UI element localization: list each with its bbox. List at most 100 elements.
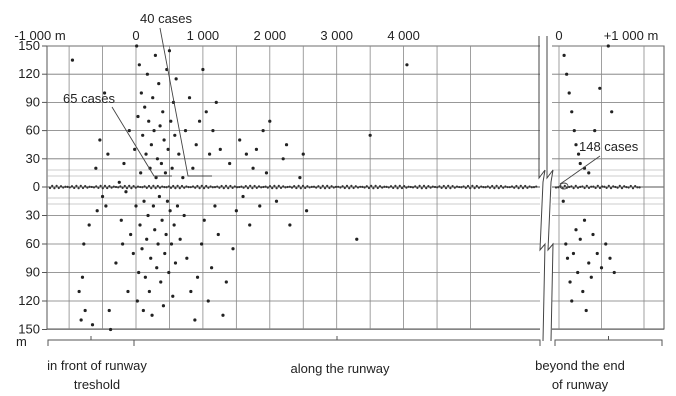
centreline-point: [502, 186, 505, 189]
centreline-point: [260, 186, 263, 189]
centreline-point: [48, 186, 52, 190]
centreline-point-end: [592, 185, 595, 188]
centreline-point: [370, 184, 373, 187]
data-point-end: [595, 251, 599, 256]
data-point: [244, 152, 248, 156]
centreline-point-end: [625, 186, 628, 189]
data-point: [264, 171, 269, 175]
centreline-point: [299, 187, 302, 190]
data-point: [241, 194, 245, 199]
data-point: [251, 166, 255, 170]
centreline-point-end: [638, 186, 641, 189]
centreline-point-end: [574, 184, 577, 187]
data-point: [153, 53, 158, 58]
centreline-point: [444, 187, 448, 190]
region-label-beyond-line2: of runway: [551, 377, 609, 392]
centreline-point: [433, 185, 437, 189]
centreline-point: [420, 187, 423, 190]
centreline-point: [535, 185, 538, 188]
data-point: [201, 67, 205, 72]
centreline-point: [453, 186, 456, 189]
data-point: [159, 161, 164, 166]
centreline-point: [499, 184, 503, 188]
data-point: [147, 289, 151, 294]
centreline-point: [77, 187, 80, 190]
centreline-point: [79, 184, 82, 187]
data-point: [193, 318, 197, 322]
centreline-point: [264, 185, 267, 188]
data-point: [228, 161, 232, 166]
centreline-point: [121, 186, 124, 189]
centreline-point: [218, 186, 221, 189]
centreline-point: [447, 184, 450, 187]
centreline-point: [515, 184, 518, 188]
centreline-point: [147, 184, 151, 188]
data-point-end: [562, 53, 566, 58]
centreline-point: [244, 184, 247, 188]
centreline-point: [407, 185, 410, 188]
data-point: [181, 176, 185, 180]
cluster-148-cases: [559, 182, 569, 190]
data-point: [204, 110, 208, 114]
centreline-point: [134, 186, 137, 189]
x-tick-label-end: 0: [555, 28, 562, 43]
centreline-point: [513, 186, 516, 189]
centreline-point: [154, 187, 157, 190]
data-point: [298, 176, 302, 180]
data-point: [146, 213, 150, 218]
centreline-point: [112, 185, 115, 188]
centreline-point: [178, 187, 181, 190]
data-point: [145, 237, 149, 241]
data-point-end: [589, 275, 593, 279]
centreline-point: [183, 186, 186, 189]
centreline-point: [440, 186, 443, 189]
data-point-end: [574, 228, 578, 232]
data-point: [158, 124, 162, 128]
centreline-point: [477, 186, 481, 189]
centreline-point: [141, 186, 144, 189]
centreline-point: [123, 184, 126, 188]
centreline-point: [205, 184, 208, 188]
data-point: [127, 129, 131, 133]
centreline-point-end: [554, 186, 558, 189]
centreline-point-end: [605, 186, 608, 189]
centreline-point: [506, 186, 509, 189]
centreline-point: [530, 186, 533, 189]
centreline-point: [255, 186, 258, 189]
data-point: [288, 223, 292, 227]
centreline-point-end: [609, 187, 613, 190]
data-point: [221, 313, 225, 317]
centreline-point: [332, 186, 335, 189]
data-point: [194, 143, 198, 147]
x-tick-label: 4 000: [387, 28, 420, 43]
centreline-point: [504, 185, 507, 188]
annotation-65-cases: 65 cases: [63, 91, 116, 106]
data-point: [151, 96, 155, 100]
centreline-point: [169, 186, 173, 189]
data-point: [185, 256, 189, 260]
data-point: [137, 63, 141, 67]
y-tick-label: 60: [26, 236, 40, 251]
y-tick-label: 30: [26, 151, 40, 166]
centreline-point-end: [627, 186, 630, 189]
data-point: [213, 204, 217, 208]
region-label-front: in front of runway treshold: [18, 356, 176, 394]
centreline-point: [152, 184, 155, 187]
centreline-point-end: [623, 185, 626, 188]
centreline-point: [524, 184, 527, 188]
data-point-end: [593, 129, 597, 133]
data-point-end: [567, 91, 571, 95]
centreline-point: [389, 185, 393, 188]
centreline-point: [158, 186, 162, 189]
centreline-point: [348, 187, 351, 190]
data-point: [117, 180, 121, 184]
centreline-point: [491, 184, 494, 188]
centreline-point: [202, 187, 206, 190]
break-line-left: [538, 36, 546, 342]
data-point-end: [598, 86, 602, 90]
centreline-point-end: [620, 187, 624, 190]
data-point: [197, 119, 202, 123]
centreline-point: [405, 186, 408, 189]
centreline-point-end: [570, 185, 573, 188]
centreline-point: [449, 187, 452, 190]
